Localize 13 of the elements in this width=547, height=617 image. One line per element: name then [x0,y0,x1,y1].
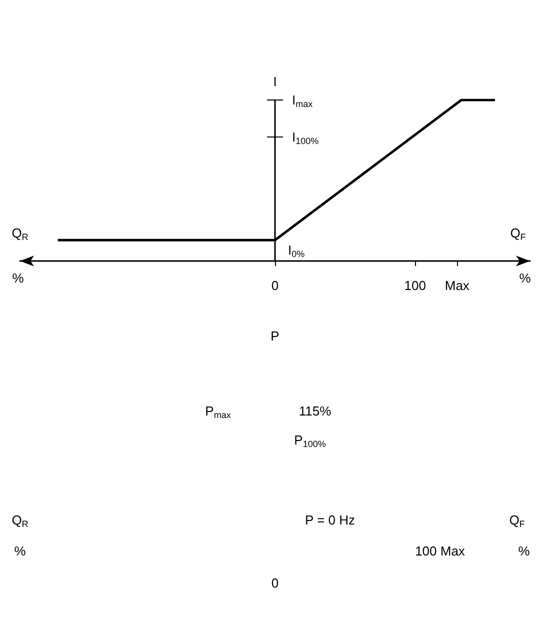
text: % [12,270,24,286]
text: % [518,544,530,558]
text: P [270,328,280,344]
text: 100 Max [415,544,466,558]
text: 0 [271,576,279,590]
text: % [519,270,532,286]
text: 115% [298,404,332,418]
text: % [14,544,26,558]
x-tick-label: 0 [271,278,279,293]
x-tick-label: 100 [404,278,426,293]
text: P = 0 Hz [305,512,355,528]
x-tick-label: Max [444,278,470,293]
y-axis-title: I [273,74,277,89]
